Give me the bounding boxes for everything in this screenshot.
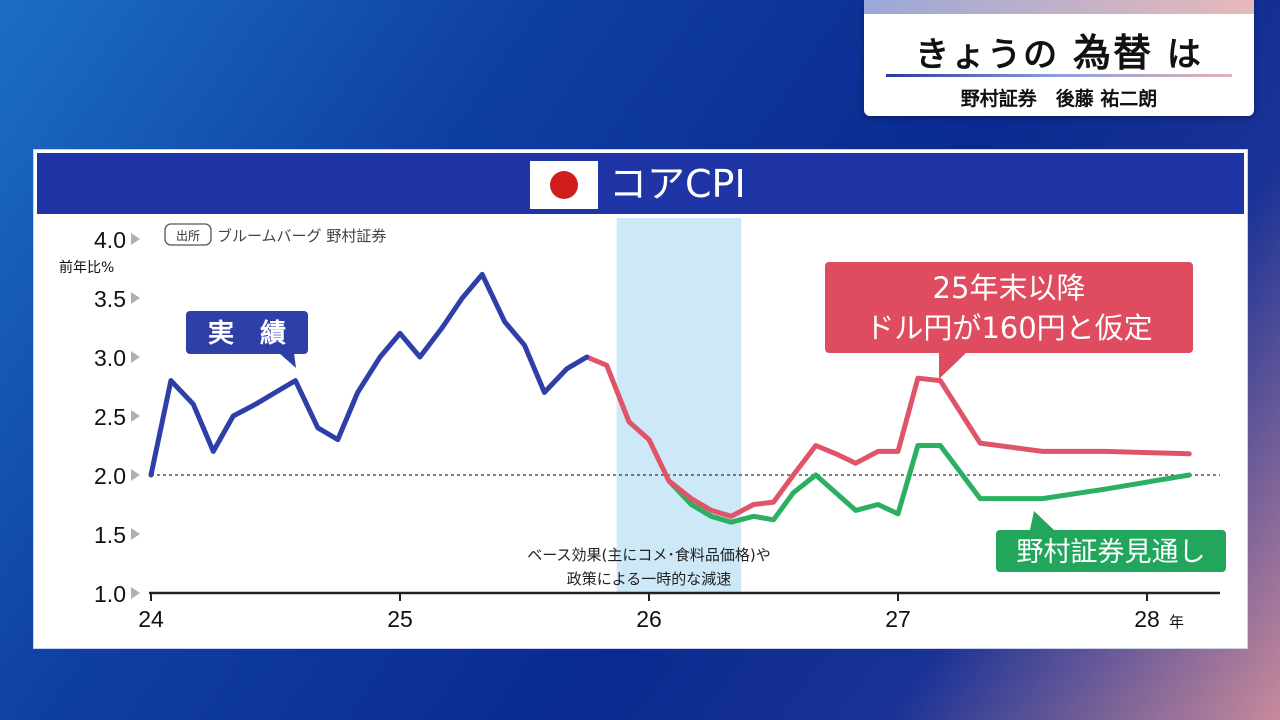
series-line-actual: [148, 271, 590, 478]
y-tick-marker: [131, 233, 140, 245]
chart-title: コアCPI: [609, 162, 746, 206]
x-tick-label: 28: [1134, 606, 1160, 632]
label-yen160-pointer: [939, 352, 967, 379]
title-divider: [886, 74, 1232, 77]
y-tick-label: 3.0: [94, 345, 126, 371]
source-tag: 出所: [176, 229, 200, 243]
y-tick-label: 3.5: [94, 286, 126, 312]
label-nomura-pointer: [1030, 511, 1054, 530]
title-prefix: きょうの: [915, 35, 1060, 75]
guest-name: 野村証券 後藤 祐二朗: [960, 88, 1158, 110]
y-tick-label: 1.0: [94, 581, 126, 607]
label-nomura-box: [996, 530, 1226, 572]
core-cpi-chart: 4.0 3.5 3.0 2.5 2.0 1.5 1.0 24 25 26 27 28 年 前年比% 出所 ブル…: [59, 218, 1226, 632]
chart-panel-header: コアCPI: [37, 153, 1244, 214]
x-unit-label: 年: [1169, 613, 1184, 631]
y-tick-label: 4.0: [94, 227, 126, 253]
x-tick-label: 27: [885, 606, 911, 632]
source-text: ブルームバーグ 野村証券: [217, 227, 386, 245]
x-tick-label: 26: [636, 606, 662, 632]
series-line-yen160: [584, 354, 1192, 519]
label-actual: 実 績: [208, 318, 286, 349]
y-tick-label: 2.0: [94, 463, 126, 489]
y-tick-label: 2.5: [94, 404, 126, 430]
y-tick-marker: [131, 351, 140, 363]
japan-flag-icon: [530, 161, 598, 209]
y-tick-marker: [131, 410, 140, 422]
y-tick-marker: [131, 292, 140, 304]
y-tick-label: 1.5: [94, 522, 126, 548]
label-nomura: 野村証券見通し: [1017, 537, 1206, 568]
label-yen160-line2: ドル円が160円と仮定: [865, 311, 1152, 345]
x-tick-label: 24: [138, 606, 164, 632]
source-tag-box: [164, 223, 212, 246]
y-tick-marker: [131, 528, 140, 540]
flag-sun: [550, 171, 578, 199]
y-tick-marker: [131, 469, 140, 481]
title-card-accent-bar: [864, 0, 1254, 14]
label-actual-pointer: [279, 353, 296, 368]
title-main: 為替: [1072, 31, 1153, 75]
label-yen160-line1: 25年末以降: [933, 271, 1086, 305]
highlight-note-line1: ベース効果(主にコメ･食料品価格)や: [527, 546, 770, 564]
y-tick-marker: [131, 587, 140, 599]
highlight-band: [616, 218, 742, 593]
y-axis-label: 前年比%: [59, 259, 114, 276]
program-title: きょうの 為替 は: [864, 22, 1254, 77]
label-actual-box: [186, 311, 308, 354]
x-tick-label: 25: [387, 606, 413, 632]
label-yen160-box: [825, 262, 1193, 353]
series-line-nomura: [666, 443, 1192, 525]
chart-panel: コアCPI 4.0 3.5 3.0 2.5 2.0 1.5 1.0 24 25 26 27 28 年 前年…: [33, 149, 1248, 649]
program-title-card: きょうの 為替 は 野村証券 後藤 祐二朗: [864, 0, 1254, 116]
title-suffix: は: [1166, 35, 1203, 75]
highlight-note-line2: 政策による一時的な減速: [567, 570, 732, 588]
